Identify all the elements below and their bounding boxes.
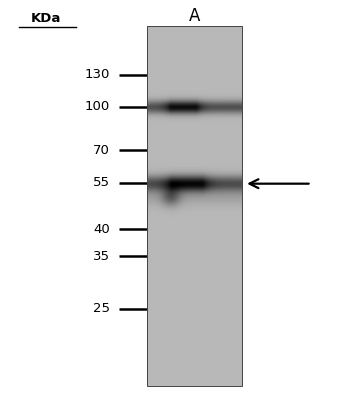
- Text: 130: 130: [84, 68, 110, 81]
- Text: 70: 70: [93, 144, 110, 157]
- Text: A: A: [189, 7, 200, 25]
- Text: KDa: KDa: [31, 12, 61, 25]
- Text: 100: 100: [85, 100, 110, 114]
- Text: 25: 25: [93, 302, 110, 315]
- Bar: [147, 26, 242, 386]
- Text: 40: 40: [93, 223, 110, 236]
- Text: 35: 35: [93, 250, 110, 263]
- Text: 55: 55: [93, 176, 110, 189]
- Bar: [147, 26, 242, 386]
